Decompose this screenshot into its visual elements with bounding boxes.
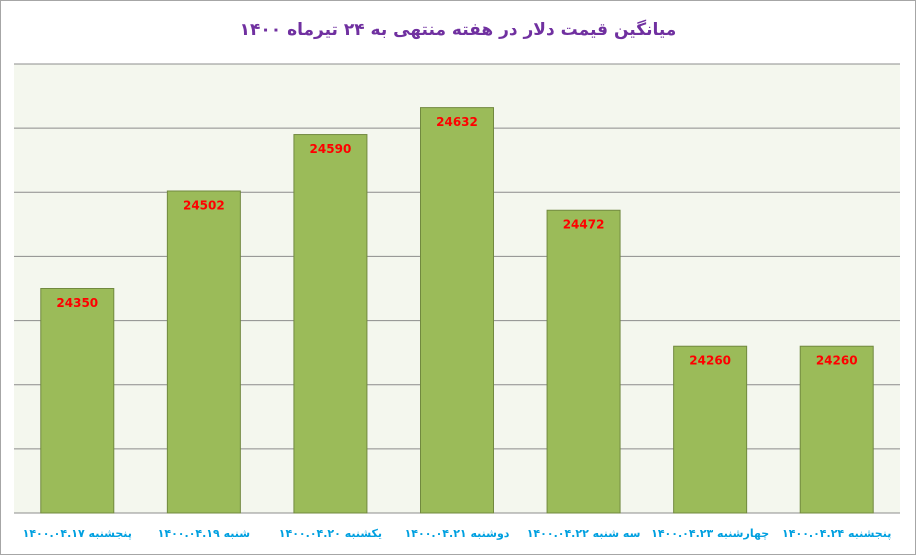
- data-label: 24350: [56, 296, 98, 310]
- bar: [673, 345, 748, 514]
- bar: [293, 134, 368, 514]
- x-tick-label: شنبه ۱۴۰۰.۰۴.۱۹: [158, 527, 250, 540]
- bar: [420, 107, 494, 514]
- data-label: 24502: [183, 199, 225, 213]
- x-tick-label: پنجشنبه ۱۴۰۰.۰۴.۲۴: [782, 527, 891, 540]
- x-tick-label: سه شنبه ۱۴۰۰.۰۴.۲۲: [527, 527, 641, 540]
- bar: [546, 209, 621, 514]
- data-label: 24260: [689, 354, 731, 368]
- bar: [166, 190, 241, 514]
- x-tick-label: یکشنبه ۱۴۰۰.۰۴.۲۰: [279, 527, 382, 540]
- x-tick-label: چهارشنبه ۱۴۰۰.۰۴.۲۳: [651, 527, 769, 540]
- data-label: 24590: [310, 142, 352, 156]
- bar: [40, 288, 115, 514]
- x-tick-label: پنجشنبه ۱۴۰۰.۰۴.۱۷: [23, 527, 132, 540]
- data-label: 24260: [816, 354, 858, 368]
- data-label: 24472: [563, 218, 605, 232]
- x-tick-label: دوشنبه ۱۴۰۰.۰۴.۲۱: [405, 527, 510, 540]
- data-label: 24632: [436, 115, 478, 129]
- bar: [799, 345, 874, 514]
- chart-title: میانگین قیمت دلار در هفته منتهی به ۲۴ تی…: [240, 19, 677, 40]
